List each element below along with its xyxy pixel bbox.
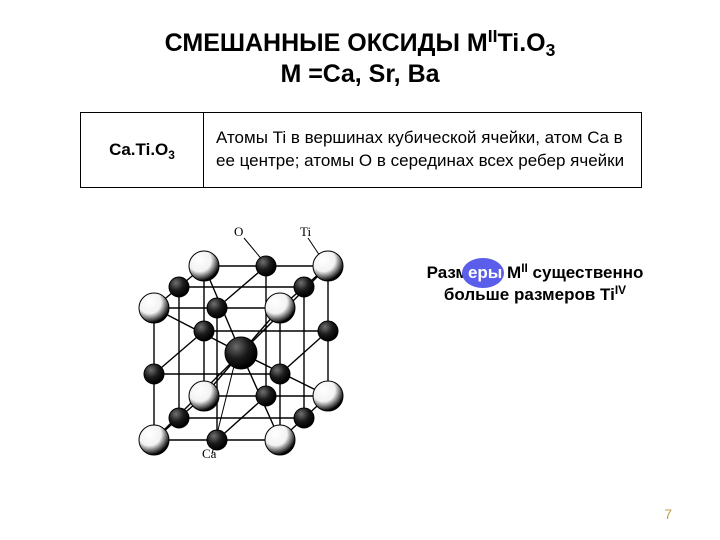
formula-main: Ca.Ti.O (109, 140, 168, 159)
size-note: Размеры MII существенно больше размеров … (392, 262, 678, 306)
formula-sub: 3 (168, 148, 175, 162)
title-line1-prefix: СМЕШАННЫЕ ОКСИДЫ M (165, 29, 488, 57)
svg-text:O: O (234, 224, 243, 239)
title-line1-mid: Ti.O (497, 29, 545, 57)
title-line2: M =Ca, Sr, Ba (280, 60, 439, 88)
diagram-svg: O Ti Ca (84, 212, 354, 482)
title-sup: II (488, 26, 498, 46)
note-sup1: II (521, 261, 528, 275)
table-description: Атомы Ti в вершинах кубической ячейки, а… (216, 128, 624, 170)
crystal-structure-diagram: O Ti Ca (84, 212, 354, 482)
page-title: СМЕШАННЫЕ ОКСИДЫ MIITi.O3 M =Ca, Sr, Ba (0, 28, 720, 91)
info-table: Ca.Ti.O3 Атомы Ti в вершинах кубической … (80, 112, 642, 188)
note-sup2: IV (615, 283, 626, 297)
table-left-cell: Ca.Ti.O3 (81, 113, 204, 187)
note-rest1: M (502, 263, 521, 282)
svg-text:Ca: Ca (202, 446, 217, 461)
svg-text:Ti: Ti (300, 224, 311, 239)
page-number: 7 (664, 506, 672, 522)
table-right-cell: Атомы Ti в вершинах кубической ячейки, а… (204, 113, 641, 187)
title-sub: 3 (546, 40, 556, 60)
note-highlight-text: еры (468, 263, 502, 282)
note-highlight: еры (468, 262, 502, 284)
